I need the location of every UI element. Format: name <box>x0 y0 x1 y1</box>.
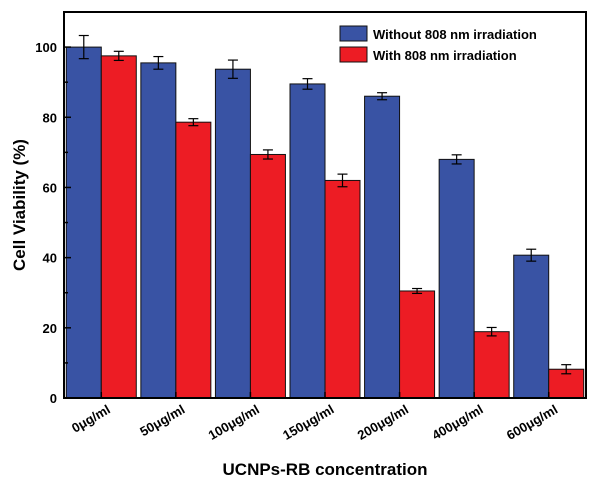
bars-layer <box>65 46 585 399</box>
bar-with-irradiation <box>473 331 510 399</box>
bar-without-irradiation <box>289 83 326 399</box>
bar-with-irradiation <box>175 121 212 399</box>
x-tick-label: 400μg/ml <box>429 402 485 443</box>
x-axis-title: UCNPs-RB concentration <box>223 460 428 479</box>
bar-with-irradiation <box>249 153 286 399</box>
bar-without-irradiation <box>214 68 251 399</box>
bar-with-irradiation <box>324 179 361 399</box>
error-bars-layer <box>78 34 572 375</box>
x-tick-label: 200μg/ml <box>355 402 411 443</box>
bar-without-irradiation <box>364 95 401 399</box>
legend-swatch <box>339 46 368 63</box>
y-tick-label: 60 <box>43 180 57 195</box>
x-tick-label: 100μg/ml <box>206 402 262 443</box>
legend-label: With 808 nm irradiation <box>373 48 517 63</box>
bar-without-irradiation <box>65 46 102 399</box>
bar-without-irradiation <box>438 158 475 399</box>
y-axis-title: Cell Viability (%) <box>10 139 29 271</box>
x-tick-label: 50μg/ml <box>137 402 187 440</box>
y-axis: 0 20 40 60 80 100 <box>35 11 71 406</box>
y-tick-label: 20 <box>43 321 57 336</box>
x-axis: 0μg/ml 50μg/ml 100μg/ml 150μg/ml 200μg/ml 400… <box>69 392 560 443</box>
legend-swatch <box>339 25 368 42</box>
x-tick-label: 0μg/ml <box>69 402 113 436</box>
y-tick-label: 0 <box>50 391 57 406</box>
legend-label: Without 808 nm irradiation <box>373 27 537 42</box>
x-tick-label: 150μg/ml <box>280 402 336 443</box>
bar-without-irradiation <box>513 254 550 399</box>
y-tick-label: 80 <box>43 110 57 125</box>
y-tick-label: 100 <box>35 40 57 55</box>
legend: Without 808 nm irradiation With 808 nm ir… <box>339 25 537 63</box>
bar-with-irradiation <box>399 290 436 399</box>
bar-with-irradiation <box>100 55 137 399</box>
bar-without-irradiation <box>140 62 177 399</box>
y-tick-label: 40 <box>43 251 57 266</box>
x-tick-label: 600μg/ml <box>504 402 560 443</box>
